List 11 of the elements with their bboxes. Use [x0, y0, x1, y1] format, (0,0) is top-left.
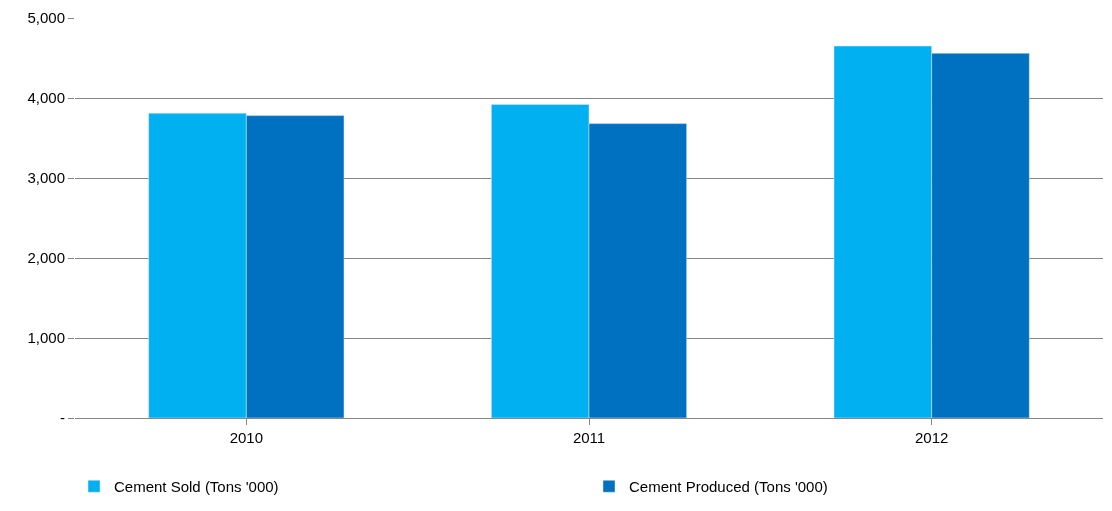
- x-tick-label: 2012: [914, 429, 949, 446]
- legend-label: Cement Produced (Tons '000): [629, 478, 828, 496]
- y-tick-label: 5,000: [27, 9, 65, 27]
- y-tick-label: 3,000: [27, 169, 65, 187]
- y-tick-label: 2,000: [27, 249, 65, 267]
- x-tick-label: 2010: [229, 429, 264, 446]
- y-tick-label: 4,000: [27, 89, 65, 107]
- x-tick-label: 2011: [572, 429, 606, 446]
- legend-label: Cement Sold (Tons '000): [114, 478, 279, 496]
- y-tick-label: 1,000: [27, 329, 65, 347]
- y-tick-label: -: [60, 409, 65, 427]
